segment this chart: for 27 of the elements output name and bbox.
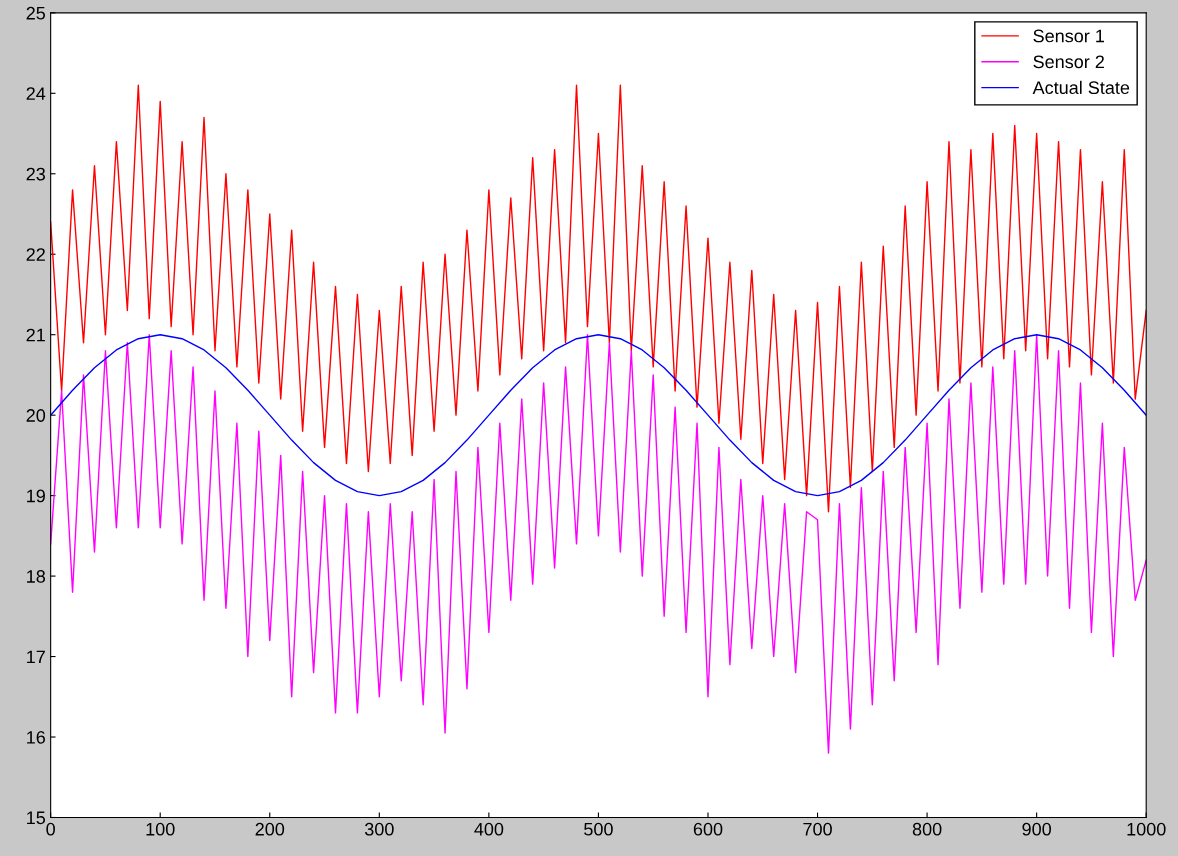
x-tick-label: 600 (693, 822, 723, 836)
y-tick-label: 23 (26, 167, 45, 181)
legend-label: Sensor 1 (1033, 29, 1104, 43)
y-tick-label: 19 (27, 489, 45, 503)
x-tick-label: 200 (255, 822, 285, 836)
legend-label: Actual State (1032, 80, 1130, 95)
y-tick-label: 21 (26, 328, 45, 342)
x-tick-label: 900 (1022, 822, 1051, 836)
y-tick-label: 25 (26, 6, 46, 20)
y-tick-label: 22 (26, 248, 45, 261)
y-tick-label: 15 (27, 811, 46, 825)
y-tick-label: 16 (27, 730, 45, 744)
x-tick-label: 0 (46, 822, 55, 836)
line-series (50, 334, 1147, 497)
x-tick-label: 700 (803, 822, 832, 836)
line-series (50, 334, 1147, 754)
y-tick-label: 18 (27, 570, 46, 583)
x-tick-label: 300 (364, 822, 394, 836)
legend-label: Sensor 2 (1033, 55, 1104, 69)
y-tick-label: 17 (27, 650, 45, 664)
x-tick-label: 1000 (1127, 822, 1166, 836)
x-tick-label: 800 (912, 822, 942, 836)
y-tick-label: 20 (26, 409, 46, 422)
x-tick-label: 100 (146, 822, 175, 836)
y-tick-label: 24 (26, 87, 46, 100)
x-tick-label: 500 (584, 822, 613, 836)
x-tick-label: 400 (474, 822, 504, 836)
